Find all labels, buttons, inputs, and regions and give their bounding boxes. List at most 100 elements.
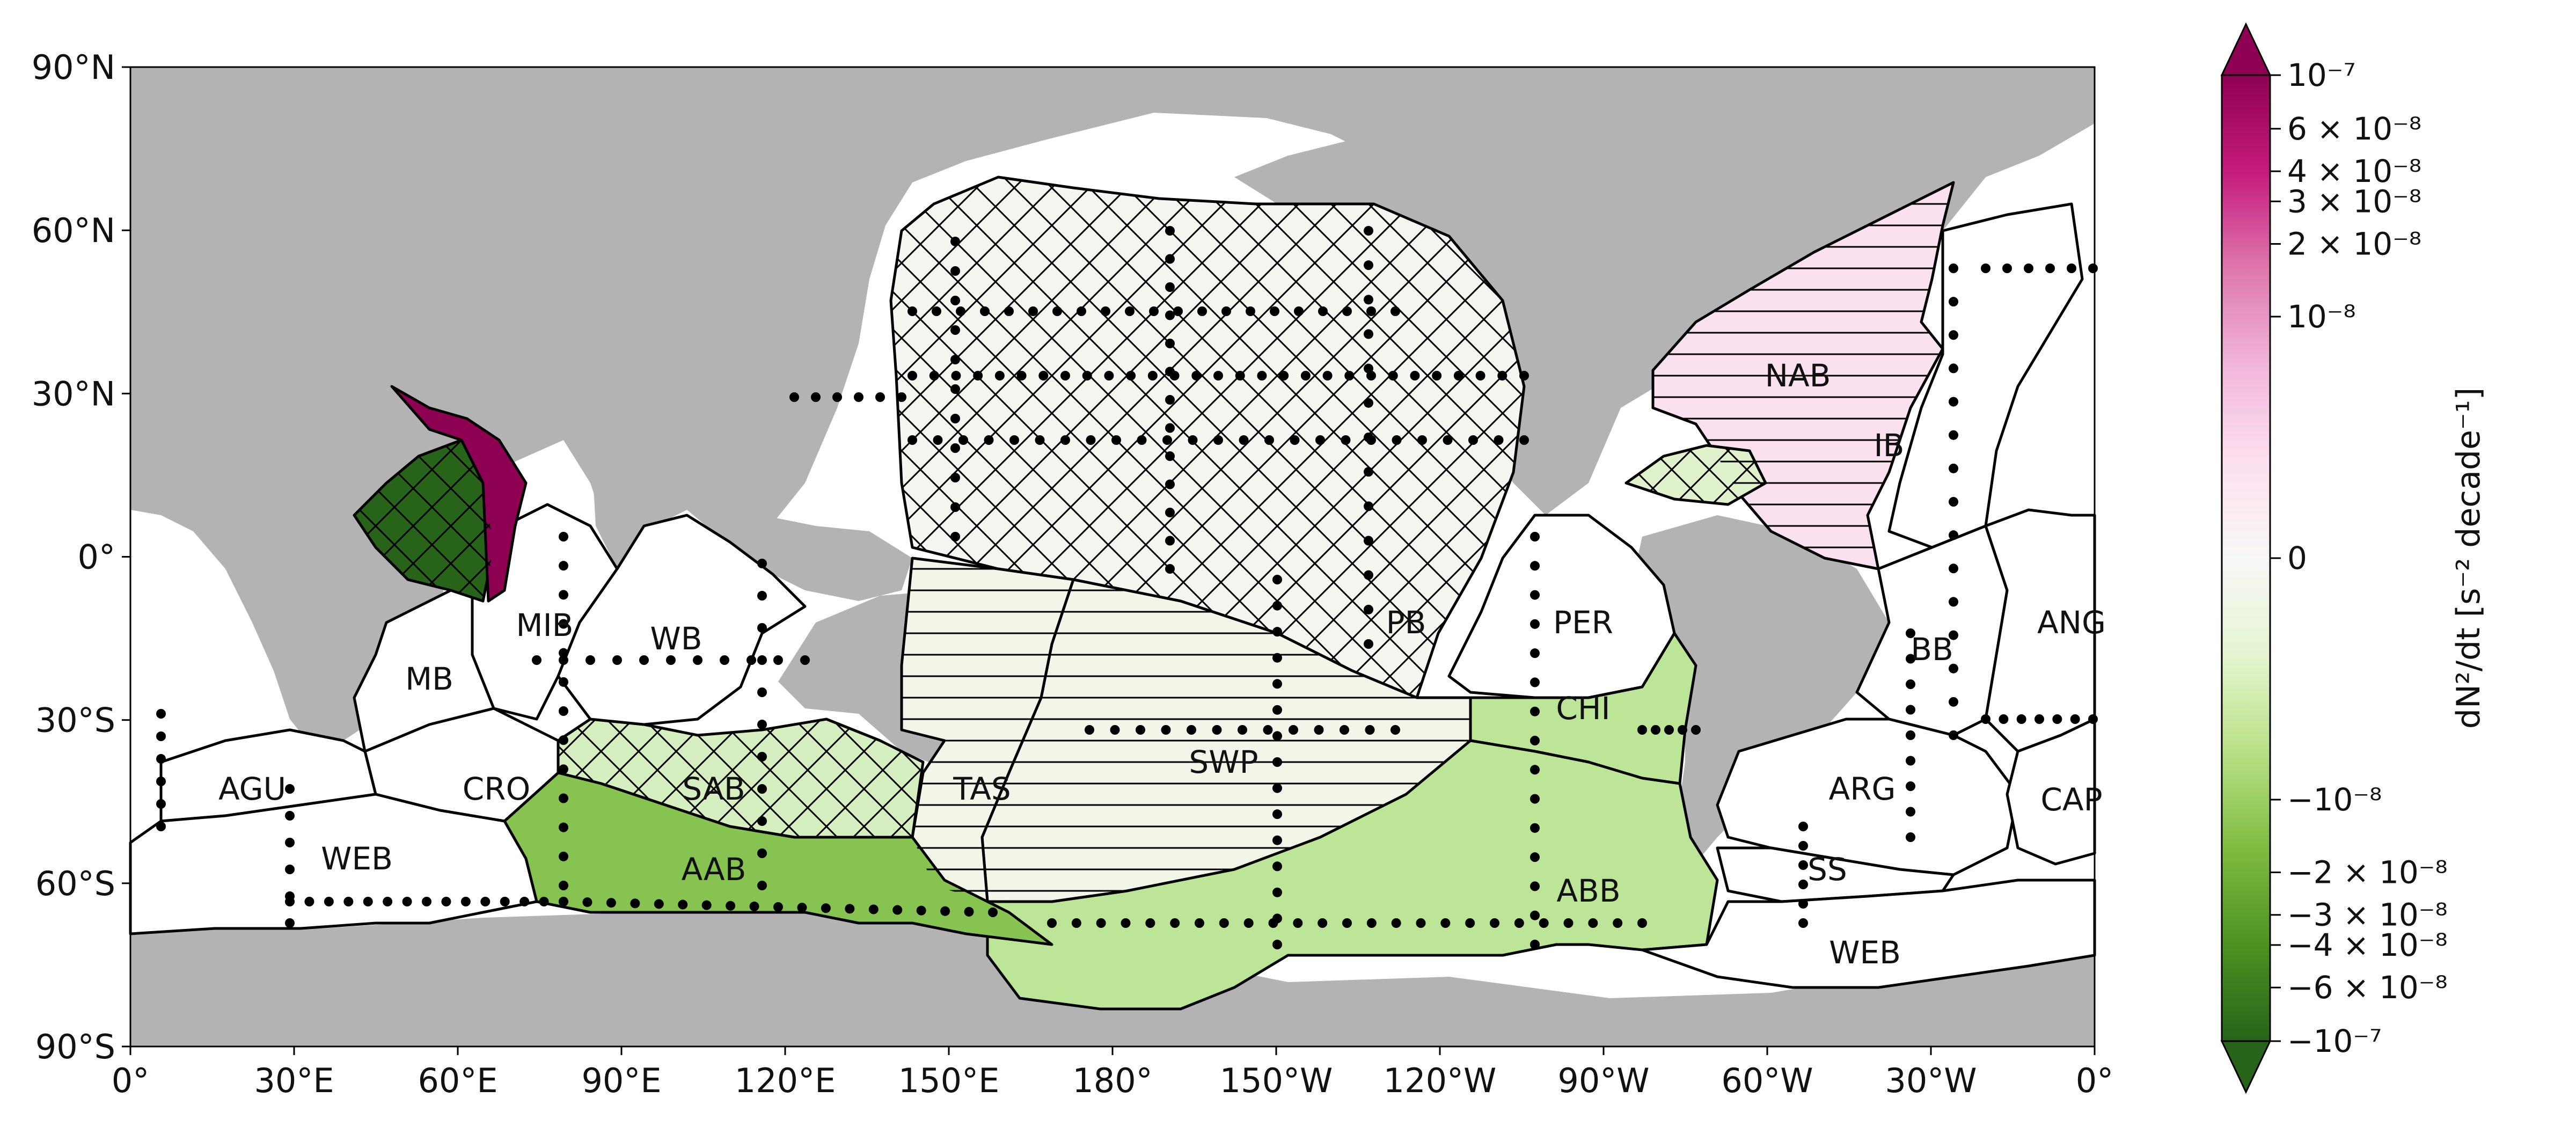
- station-dot: [156, 754, 166, 764]
- station-dot: [156, 731, 166, 741]
- station-dot: [1038, 371, 1049, 380]
- station-dot: [1213, 435, 1223, 445]
- station-dot: [1272, 861, 1282, 872]
- station-dot: [1314, 725, 1324, 735]
- station-dot: [480, 897, 491, 906]
- north-america-landmass: [1234, 67, 2095, 515]
- station-dot: [950, 355, 960, 364]
- station-dot: [1364, 226, 1373, 236]
- x-tick-label: 30°E: [254, 1061, 334, 1100]
- basin-label-AAB: AAB: [682, 851, 747, 888]
- station-dot: [950, 473, 960, 482]
- station-dot: [2035, 714, 2044, 724]
- station-dot: [1071, 918, 1081, 928]
- station-dot: [1366, 306, 1376, 316]
- station-dot: [1257, 371, 1267, 380]
- station-dot: [1145, 918, 1155, 928]
- station-dot: [1417, 435, 1427, 445]
- station-dot: [845, 904, 855, 914]
- station-dot: [1664, 725, 1674, 735]
- colorbar-tick-label: −10⁻⁸: [2287, 781, 2382, 818]
- y-tick-label: 90°S: [35, 1027, 115, 1066]
- station-dot: [422, 897, 431, 906]
- station-dot: [1165, 339, 1175, 348]
- station-dot: [1221, 306, 1231, 316]
- x-tick-label: 150°W: [1220, 1061, 1333, 1100]
- station-dot: [726, 901, 736, 911]
- station-dot: [1279, 371, 1289, 380]
- station-dot: [639, 655, 649, 665]
- hatch-CAR: [1626, 445, 1766, 504]
- station-dot: [156, 709, 166, 719]
- basin-CAP[interactable]: [2006, 718, 2096, 866]
- station-dot: [973, 371, 983, 380]
- station-dot: [701, 900, 712, 910]
- south-america-landmass: [1631, 515, 1889, 869]
- y-tick-label: 30°S: [35, 701, 115, 740]
- station-dot: [747, 655, 756, 665]
- station-dot: [1440, 918, 1451, 928]
- station-dot: [1530, 561, 1540, 571]
- station-dot: [1272, 783, 1282, 793]
- station-dot: [586, 655, 595, 665]
- station-dot: [757, 881, 767, 890]
- station-dot: [1004, 306, 1014, 316]
- station-dot: [304, 897, 314, 906]
- station-dot: [1678, 725, 1687, 735]
- station-dot: [1315, 435, 1325, 445]
- station-dot: [1239, 435, 1249, 445]
- station-dot: [1949, 363, 1958, 374]
- station-dot: [1949, 697, 1958, 707]
- southeast-asia: [719, 515, 912, 601]
- basin-SS[interactable]: [1716, 846, 1955, 903]
- station-dot: [897, 392, 906, 402]
- station-dot: [1340, 725, 1349, 735]
- station-dot: [958, 435, 968, 445]
- station-dot: [988, 908, 998, 917]
- station-dot: [1613, 918, 1623, 928]
- station-dot: [559, 851, 568, 861]
- station-dot: [1530, 852, 1540, 862]
- basin-IB[interactable]: [1887, 202, 2084, 549]
- station-dot: [1497, 371, 1507, 380]
- station-dot: [956, 306, 965, 316]
- station-dot: [757, 687, 767, 697]
- station-dot: [2002, 264, 2012, 273]
- station-dot: [950, 532, 960, 541]
- basin-label-AGU: AGU: [218, 771, 286, 807]
- station-dot: [1195, 918, 1204, 928]
- colorbar-body: [2222, 75, 2270, 1041]
- basin-ARG[interactable]: [1716, 718, 2019, 876]
- station-dot: [559, 677, 568, 687]
- station-dot: [1149, 306, 1159, 316]
- x-tick-label: 60°E: [418, 1061, 497, 1100]
- colorbar-tick-label: 6 × 10⁻⁸: [2287, 111, 2421, 147]
- station-dot: [1364, 433, 1373, 442]
- station-dot: [950, 296, 960, 305]
- station-dot: [1137, 435, 1147, 445]
- station-dot: [1392, 435, 1402, 445]
- station-dot: [1270, 306, 1279, 316]
- station-dot: [1410, 371, 1420, 380]
- station-dot: [908, 371, 917, 380]
- colorbar-tick-label: −6 × 10⁻⁸: [2287, 969, 2448, 1006]
- station-dot: [1125, 306, 1135, 316]
- station-dot: [1364, 467, 1373, 477]
- station-dot: [1165, 536, 1175, 546]
- colorbar-tick-label: 4 × 10⁻⁸: [2287, 153, 2421, 189]
- y-axis: 90°N 60°N 30°N 0° 30°S 60°S 90°S: [32, 48, 130, 1066]
- station-dot: [929, 371, 939, 380]
- basin-WEB-west[interactable]: [129, 793, 538, 935]
- station-dot: [1235, 371, 1245, 380]
- station-dot: [559, 532, 568, 541]
- colorbar: 10⁻⁷ 6 × 10⁻⁸ 4 × 10⁻⁸3 × 10⁻⁸ 2 × 10⁻⁸ 10⁻⁸…: [2220, 22, 2487, 1094]
- station-dot: [950, 502, 960, 512]
- station-dot: [2070, 714, 2080, 724]
- station-dot: [773, 655, 783, 665]
- station-dot: [1798, 880, 1808, 889]
- station-dot: [2088, 264, 2098, 273]
- station-dot: [1170, 918, 1180, 928]
- x-axis: 0° 30°E 60°E 90°E 120°E 150°E 180° 150°W 120°W 90…: [112, 1046, 2113, 1100]
- hatch-PB: [891, 177, 1524, 698]
- station-dot: [1432, 371, 1442, 380]
